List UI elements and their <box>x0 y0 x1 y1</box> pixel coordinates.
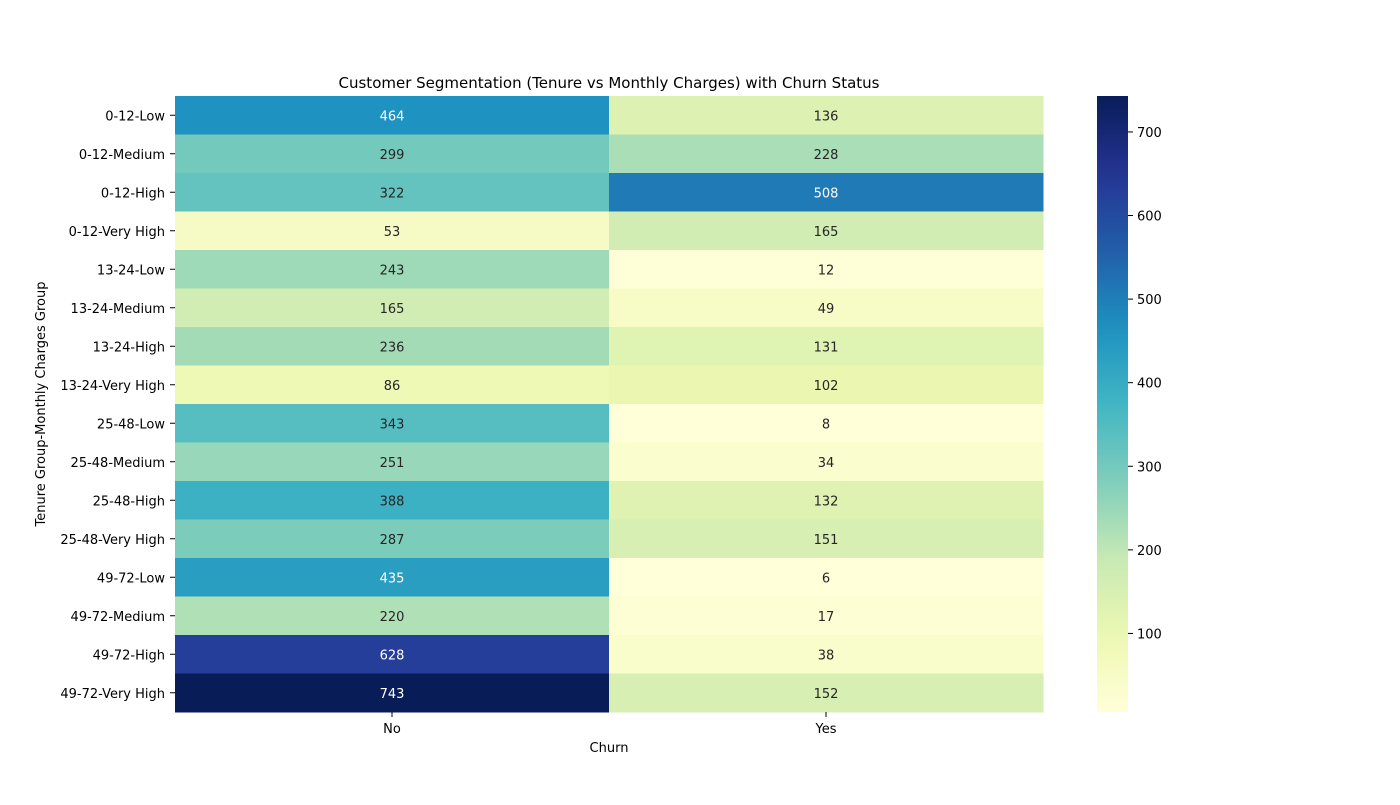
cell-value-label: 508 <box>814 186 839 201</box>
colorbar-tick-label: 700 <box>1137 126 1162 141</box>
y-tick-label: 25-48-Very High <box>60 533 165 548</box>
cell-value-label: 8 <box>822 417 830 432</box>
y-tick-label: 0-12-High <box>101 186 165 201</box>
colorbar-tick-label: 600 <box>1137 210 1162 225</box>
y-tick-label: 0-12-Medium <box>79 148 165 163</box>
cell-value-label: 435 <box>380 571 405 586</box>
cell-value-label: 53 <box>384 225 401 240</box>
heatmap-cell <box>609 673 1044 713</box>
cell-value-label: 243 <box>380 263 405 278</box>
y-tick-label: 13-24-Low <box>97 263 165 278</box>
y-tick-label: 0-12-Low <box>105 109 165 124</box>
heatmap-cell <box>175 288 610 328</box>
cell-value-label: 220 <box>380 610 405 625</box>
heatmap-cell <box>609 481 1044 520</box>
cell-value-label: 6 <box>822 571 830 586</box>
heatmap-cell-labels: 464 136 299 228 322 508 53 165 243 12 165 49 236 131 8… <box>380 109 839 702</box>
cell-value-label: 343 <box>380 417 405 432</box>
cell-value-label: 17 <box>818 610 835 625</box>
cell-value-label: 34 <box>818 456 835 471</box>
heatmap-cell <box>609 365 1044 405</box>
heatmap-cell <box>175 519 610 559</box>
cell-value-label: 132 <box>814 494 839 509</box>
y-tick-label: 13-24-Medium <box>71 302 165 317</box>
x-axis-ticks: No Yes <box>383 712 837 737</box>
heatmap-cell <box>609 635 1044 674</box>
heatmap-cell <box>609 404 1044 443</box>
y-tick-label: 13-24-High <box>93 340 165 355</box>
heatmap-cell <box>175 442 610 482</box>
cell-value-label: 464 <box>380 109 405 124</box>
heatmap-cell <box>609 558 1044 597</box>
x-tick-label: Yes <box>815 722 837 737</box>
y-tick-label: 49-72-Very High <box>60 687 165 702</box>
colorbar-tick-label: 400 <box>1137 377 1162 392</box>
colorbar-tick-label: 300 <box>1137 460 1162 475</box>
cell-value-label: 151 <box>814 533 839 548</box>
cell-value-label: 287 <box>380 533 405 548</box>
cell-value-label: 49 <box>818 302 835 317</box>
x-axis-label: Churn <box>590 741 629 756</box>
cell-value-label: 165 <box>380 302 405 317</box>
heatmap-cells <box>175 96 1044 713</box>
y-tick-label: 49-72-High <box>93 648 165 663</box>
y-tick-label: 13-24-Very High <box>60 379 165 394</box>
y-axis-label: Tenure Group-Monthly Charges Group <box>34 282 49 528</box>
y-axis-ticks: 0-12-Low 0-12-Medium 0-12-High 0-12-Very Hi… <box>60 109 175 702</box>
cell-value-label: 86 <box>384 379 401 394</box>
heatmap-cell <box>609 288 1044 328</box>
cell-value-label: 251 <box>380 456 405 471</box>
heatmap-cell <box>609 442 1044 482</box>
heatmap-cell <box>609 327 1044 366</box>
cell-value-label: 12 <box>818 263 835 278</box>
cell-value-label: 102 <box>814 379 839 394</box>
y-tick-label: 0-12-Very High <box>69 225 165 240</box>
y-tick-label: 25-48-Low <box>97 417 165 432</box>
heatmap-cell <box>175 327 610 366</box>
cell-value-label: 628 <box>380 648 405 663</box>
heatmap-cell <box>609 134 1044 174</box>
colorbar <box>1097 96 1128 712</box>
cell-value-label: 299 <box>380 148 405 163</box>
heatmap-cell <box>175 596 610 636</box>
heatmap-cell <box>175 250 610 289</box>
heatmap-cell <box>175 211 610 251</box>
heatmap-cell <box>609 519 1044 559</box>
heatmap-cell <box>175 635 610 674</box>
colorbar-tick-label: 100 <box>1137 627 1162 642</box>
colorbar-ticks: 100 200 300 400 500 600 700 <box>1128 126 1162 642</box>
y-tick-label: 49-72-Medium <box>71 610 165 625</box>
y-tick-label: 25-48-Medium <box>71 456 165 471</box>
cell-value-label: 38 <box>818 648 835 663</box>
colorbar-tick-label: 500 <box>1137 293 1162 308</box>
y-tick-label: 49-72-Low <box>97 571 165 586</box>
x-tick-label: No <box>383 722 401 737</box>
heatmap-cell <box>609 211 1044 251</box>
cell-value-label: 743 <box>380 687 405 702</box>
heatmap-cell <box>175 134 610 174</box>
cell-value-label: 136 <box>814 109 839 124</box>
cell-value-label: 322 <box>380 186 405 201</box>
y-tick-label: 25-48-High <box>93 494 165 509</box>
cell-value-label: 152 <box>814 687 839 702</box>
heatmap-cell <box>609 250 1044 289</box>
heatmap-cell <box>175 481 610 520</box>
heatmap-cell <box>609 96 1044 135</box>
heatmap-cell <box>175 173 610 212</box>
heatmap-cell <box>175 404 610 443</box>
heatmap-cell <box>175 96 610 135</box>
cell-value-label: 228 <box>814 148 839 163</box>
cell-value-label: 236 <box>380 340 405 355</box>
cell-value-label: 131 <box>814 340 839 355</box>
heatmap-cell <box>175 365 610 405</box>
colorbar-tick-label: 200 <box>1137 544 1162 559</box>
heatmap-cell <box>609 173 1044 212</box>
cell-value-label: 388 <box>380 494 405 509</box>
heatmap-cell <box>175 673 610 713</box>
heatmap-cell <box>175 558 610 597</box>
chart-title: Customer Segmentation (Tenure vs Monthly… <box>339 74 880 92</box>
heatmap-cell <box>609 596 1044 636</box>
cell-value-label: 165 <box>814 225 839 240</box>
